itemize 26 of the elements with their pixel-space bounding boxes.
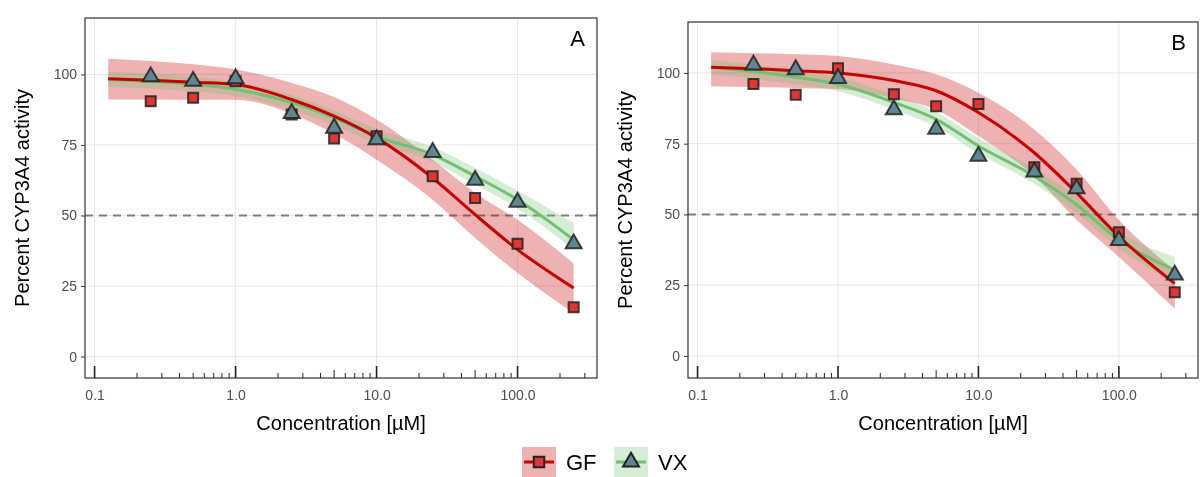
y-tick-label: 0 xyxy=(69,348,78,365)
chart-title: A xyxy=(570,26,586,51)
y-axis-title: Percent CYP3A4 activity xyxy=(11,89,33,307)
x-tick-label: 10.0 xyxy=(363,386,391,403)
x-tick-label: 100.0 xyxy=(1101,386,1138,403)
y-tick-label: 25 xyxy=(664,277,681,294)
x-tick-label: 1.0 xyxy=(226,386,247,403)
y-tick-label: 25 xyxy=(61,278,78,295)
legend-label: VX xyxy=(658,450,688,475)
x-tick-label: 0.1 xyxy=(85,386,106,403)
y-tick-label: 75 xyxy=(61,136,78,153)
y-tick-label: 0 xyxy=(672,347,681,364)
x-tick-label: 1.0 xyxy=(828,386,849,403)
y-tick-label: 100 xyxy=(53,66,78,83)
chart-title: B xyxy=(1171,30,1186,55)
y-tick-label: 50 xyxy=(664,206,681,223)
legend-label: GF xyxy=(566,450,597,475)
y-tick-label: 75 xyxy=(664,135,681,152)
x-axis-title: Concentration [µM] xyxy=(256,412,426,434)
y-tick-label: 50 xyxy=(61,207,78,224)
x-tick-label: 10.0 xyxy=(965,386,993,403)
x-axis-title: Concentration [µM] xyxy=(858,412,1028,434)
y-tick-label: 100 xyxy=(656,64,681,81)
x-tick-label: 0.1 xyxy=(688,386,708,403)
x-tick-label: 100.0 xyxy=(500,386,536,403)
y-axis-title: Percent CYP3A4 activity xyxy=(614,91,636,309)
